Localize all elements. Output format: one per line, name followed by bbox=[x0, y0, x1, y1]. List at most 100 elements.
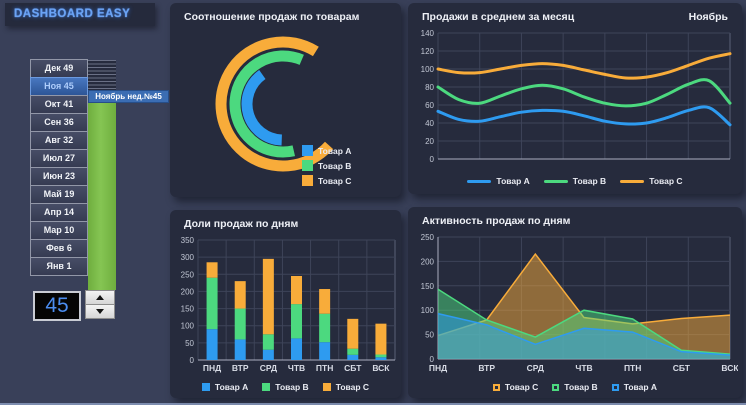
week-number-display[interactable]: 45 bbox=[33, 291, 81, 321]
month-button-дек[interactable]: Дек 49 bbox=[30, 59, 88, 78]
legend-swatch bbox=[302, 160, 313, 171]
spinner-down-button[interactable] bbox=[85, 304, 115, 319]
spinner-up-button[interactable] bbox=[85, 290, 115, 305]
legend-swatch bbox=[322, 383, 331, 391]
legend-label: Товар B bbox=[564, 382, 598, 392]
legend-item: Товар B bbox=[552, 382, 598, 392]
svg-text:ВТР: ВТР bbox=[478, 363, 495, 373]
svg-text:50: 50 bbox=[185, 339, 194, 348]
month-button-апр[interactable]: Апр 14 bbox=[30, 203, 88, 222]
area-chart-legend: Товар C Товар B Товар A bbox=[408, 382, 742, 392]
legend-item: Товар B bbox=[262, 382, 309, 392]
svg-text:ЧТВ: ЧТВ bbox=[575, 363, 592, 373]
svg-text:ПТН: ПТН bbox=[624, 363, 641, 373]
svg-text:350: 350 bbox=[181, 236, 195, 245]
month-button-авг[interactable]: Авг 32 bbox=[30, 131, 88, 150]
week-spinner bbox=[85, 290, 115, 321]
month-button-июл[interactable]: Июл 27 bbox=[30, 149, 88, 168]
svg-text:ПНД: ПНД bbox=[203, 363, 221, 373]
svg-text:ПНД: ПНД bbox=[429, 363, 447, 373]
panel-sales-ratio: Соотношение продаж по товарам Товар A Тов… bbox=[170, 3, 401, 197]
legend-item: Товар A bbox=[467, 176, 530, 186]
legend-swatch bbox=[262, 383, 271, 391]
month-button-сен[interactable]: Сен 36 bbox=[30, 113, 88, 132]
legend-label: Товар C bbox=[504, 382, 539, 392]
legend-label: Товар C bbox=[649, 176, 683, 186]
svg-text:0: 0 bbox=[190, 356, 195, 365]
svg-text:0: 0 bbox=[430, 155, 435, 164]
svg-text:ВСК: ВСК bbox=[372, 363, 390, 373]
month-button-фев[interactable]: Фев 6 bbox=[30, 239, 88, 258]
svg-text:ПТН: ПТН bbox=[316, 363, 333, 373]
legend-item: Товар C bbox=[302, 175, 351, 186]
line-chart: 0 20 40 60 80 100 120 140 bbox=[421, 29, 732, 164]
svg-text:20: 20 bbox=[425, 137, 434, 146]
legend-item: Товар C bbox=[492, 382, 539, 392]
svg-text:100: 100 bbox=[421, 306, 435, 315]
legend-item: Товар C bbox=[322, 382, 370, 392]
legend-swatch bbox=[611, 383, 619, 391]
app-title: DASHBOARD EASY bbox=[5, 3, 155, 26]
svg-text:100: 100 bbox=[421, 65, 435, 74]
panel-month-label: Ноябрь bbox=[688, 11, 728, 23]
legend-item: Товар B bbox=[543, 176, 607, 186]
week-scrollbar-fill[interactable] bbox=[88, 102, 116, 290]
legend-item: Товар A bbox=[611, 382, 657, 392]
legend-swatch bbox=[302, 175, 313, 186]
panel-title: Доли продаж по дням bbox=[184, 218, 299, 230]
line-chart-legend: Товар A Товар B Товар C bbox=[408, 176, 742, 186]
month-button-окт[interactable]: Окт 41 bbox=[30, 95, 88, 114]
svg-text:120: 120 bbox=[421, 47, 435, 56]
month-button-мар[interactable]: Мар 10 bbox=[30, 221, 88, 240]
svg-text:СРД: СРД bbox=[260, 363, 277, 373]
legend-label: Товар C bbox=[318, 175, 352, 186]
svg-text:250: 250 bbox=[421, 233, 435, 242]
legend-swatch bbox=[620, 179, 645, 183]
month-button-май[interactable]: Май 19 bbox=[30, 185, 88, 204]
legend-label: Товар B bbox=[318, 160, 352, 171]
svg-text:200: 200 bbox=[421, 257, 435, 266]
area-chart: 0 50 100 150 200 250 ПНД ВТР СРД ЧТВ ПТН СБТ ВСК bbox=[421, 233, 738, 373]
down-arrow-icon bbox=[96, 309, 104, 314]
legend-swatch bbox=[467, 179, 492, 183]
legend-item: Товар A bbox=[201, 382, 249, 392]
up-arrow-icon bbox=[96, 295, 104, 300]
legend-label: Товар A bbox=[318, 145, 352, 156]
svg-text:150: 150 bbox=[421, 282, 435, 291]
month-button-ноя[interactable]: Ноя 45 bbox=[30, 77, 88, 96]
svg-text:300: 300 bbox=[181, 253, 195, 262]
legend-label: Товар A bbox=[214, 382, 249, 392]
bar-chart-legend: Товар A Товар B Товар C bbox=[170, 382, 401, 392]
panel-daily-shares: Доли продаж по дням 0 50 100 150 200 250 300 35… bbox=[170, 210, 401, 398]
month-selector: Дек 49 Ноя 45 Окт 41 Сен 36 Авг 32 Июл 27 Июн … bbox=[30, 59, 88, 276]
legend-swatch bbox=[201, 383, 210, 391]
radial-chart bbox=[215, 36, 334, 172]
legend-label: Товар B bbox=[572, 176, 607, 186]
month-button-янв[interactable]: Янв 1 bbox=[30, 257, 88, 276]
panel-title: Продажи в среднем за месяц bbox=[422, 11, 575, 23]
panel-title: Активность продаж по дням bbox=[422, 215, 571, 227]
svg-text:40: 40 bbox=[425, 119, 434, 128]
panel-daily-activity: Активность продаж по дням 0 50 100 150 200 25… bbox=[408, 207, 742, 398]
week-tooltip: Ноябрь нед.№45 bbox=[88, 90, 169, 103]
legend-swatch bbox=[492, 383, 500, 391]
legend-swatch bbox=[302, 145, 313, 156]
stacked-bar-chart: 0 50 100 150 200 250 300 350 ПНД ВТР СРД ЧТВ ПТН СБТ В… bbox=[181, 236, 396, 373]
svg-text:140: 140 bbox=[421, 29, 435, 38]
svg-text:200: 200 bbox=[181, 287, 195, 296]
svg-text:СБТ: СБТ bbox=[673, 363, 691, 373]
radial-chart-legend: Товар A Товар B Товар C bbox=[302, 145, 351, 186]
svg-text:СБТ: СБТ bbox=[344, 363, 362, 373]
legend-swatch bbox=[552, 383, 560, 391]
svg-text:ЧТВ: ЧТВ bbox=[288, 363, 305, 373]
legend-label: Товар B bbox=[275, 382, 309, 392]
legend-item: Товар C bbox=[620, 176, 683, 186]
legend-swatch bbox=[543, 179, 568, 183]
legend-label: Товар C bbox=[335, 382, 370, 392]
legend-item: Товар A bbox=[302, 145, 351, 156]
svg-text:250: 250 bbox=[181, 270, 195, 279]
legend-label: Товар A bbox=[496, 176, 530, 186]
svg-text:60: 60 bbox=[425, 101, 434, 110]
month-button-июн[interactable]: Июн 23 bbox=[30, 167, 88, 186]
